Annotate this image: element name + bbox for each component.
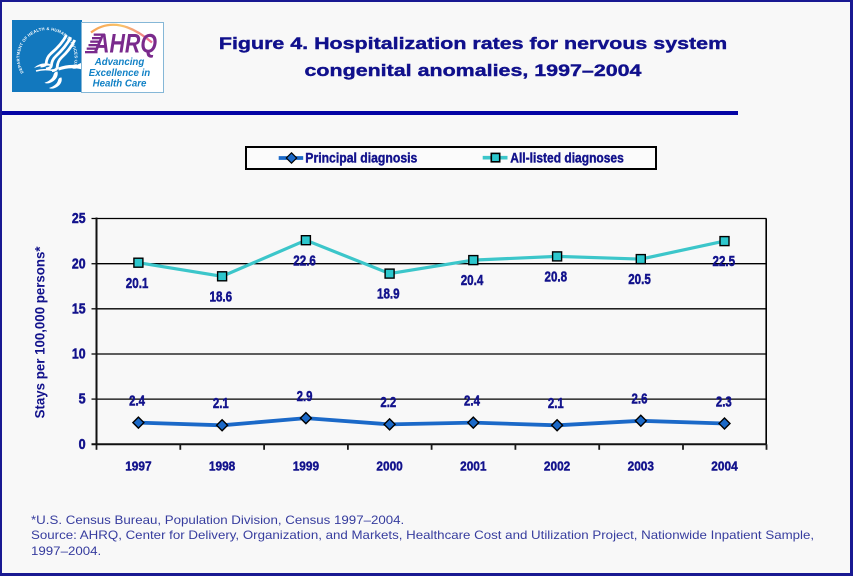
svg-text:2001: 2001 [460,460,486,474]
svg-text:20.5: 20.5 [628,271,651,288]
svg-text:2004: 2004 [711,460,737,474]
svg-text:2.1: 2.1 [548,395,564,412]
svg-text:20.4: 20.4 [461,272,484,289]
svg-text:2002: 2002 [544,460,570,474]
svg-text:2000: 2000 [376,460,402,474]
svg-text:2.2: 2.2 [380,394,396,411]
svg-text:2.4: 2.4 [464,392,480,409]
svg-text:0: 0 [79,436,86,453]
svg-text:5: 5 [79,391,86,408]
svg-text:1997: 1997 [125,460,151,474]
svg-text:2.9: 2.9 [297,388,313,405]
svg-text:1999: 1999 [293,460,319,474]
svg-text:22.5: 22.5 [713,253,736,270]
svg-text:2.1: 2.1 [213,395,229,412]
svg-text:Health Care: Health Care [93,78,147,89]
svg-text:2.6: 2.6 [632,391,648,408]
svg-text:Principal diagnosis: Principal diagnosis [305,151,417,166]
svg-text:25: 25 [72,210,86,227]
svg-text:15: 15 [72,300,86,317]
svg-text:10: 10 [72,346,86,363]
svg-text:2003: 2003 [628,460,654,474]
svg-text:All-listed diagnoses: All-listed diagnoses [510,151,624,166]
svg-text:AHRQ: AHRQ [94,28,158,58]
svg-text:2.3: 2.3 [716,393,732,410]
svg-text:Excellence in: Excellence in [89,67,150,78]
svg-text:20.1: 20.1 [126,275,149,292]
svg-text:20.8: 20.8 [545,269,568,286]
svg-text:22.6: 22.6 [293,252,316,269]
svg-text:2.4: 2.4 [129,392,145,409]
svg-text:Advancing: Advancing [94,57,145,68]
svg-text:18.6: 18.6 [210,288,233,305]
svg-text:Stays per 100,000 persons*: Stays per 100,000 persons* [32,246,48,419]
svg-text:1998: 1998 [209,460,235,474]
svg-text:18.9: 18.9 [377,286,400,303]
svg-text:20: 20 [72,255,86,272]
